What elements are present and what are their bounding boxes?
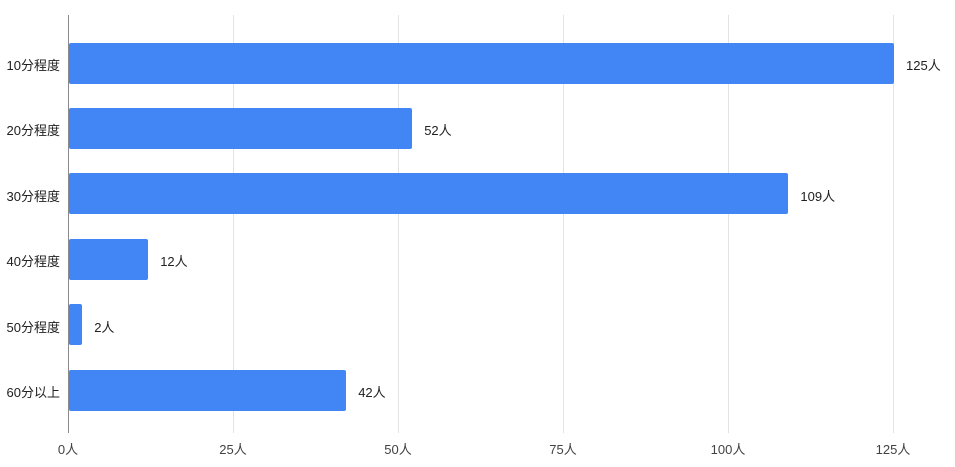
x-tick-label: 125人 <box>875 442 911 457</box>
bar <box>69 238 149 280</box>
bar <box>69 304 83 346</box>
gridline <box>233 15 234 433</box>
x-tick-label: 100人 <box>710 442 746 457</box>
category-label: 40分程度 <box>6 254 60 270</box>
category-label: 30分程度 <box>6 188 60 204</box>
bar <box>69 369 347 411</box>
x-tick-label: 50人 <box>384 442 412 457</box>
gridline <box>728 15 729 433</box>
value-label: 2人 <box>94 319 115 335</box>
gridline <box>563 15 564 433</box>
category-label: 10分程度 <box>6 58 60 73</box>
value-label: 52人 <box>424 123 452 139</box>
gridline <box>893 15 894 433</box>
value-label: 125人 <box>906 58 941 73</box>
bar <box>69 42 894 84</box>
category-label: 60分以上 <box>6 385 60 400</box>
gridline <box>398 15 399 433</box>
bar <box>69 173 789 215</box>
x-tick-label: 25人 <box>219 442 247 457</box>
value-label: 109人 <box>800 188 836 204</box>
y-axis-line <box>68 15 69 433</box>
value-label: 42人 <box>358 385 386 400</box>
x-tick-label: 75人 <box>549 442 577 457</box>
bar <box>69 107 413 149</box>
category-label: 50分程度 <box>6 319 60 335</box>
x-tick-label: 0人 <box>57 442 79 457</box>
value-label: 12人 <box>160 254 188 270</box>
category-label: 20分程度 <box>6 123 60 139</box>
